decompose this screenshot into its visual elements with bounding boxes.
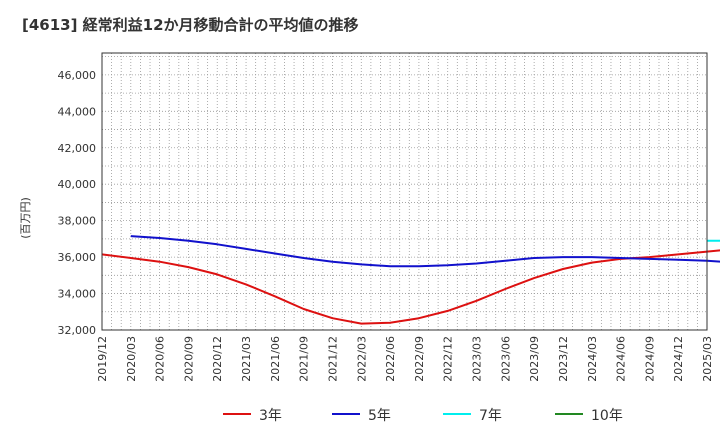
x-tick-label: 2025/03 — [701, 336, 714, 382]
y-tick-label: 36,000 — [58, 251, 97, 264]
x-tick-label: 2022/03 — [355, 336, 368, 382]
x-tick-label: 2020/06 — [154, 336, 167, 382]
chart-title: [4613] 経常利益12か月移動合計の平均値の推移 — [22, 16, 359, 34]
x-tick-label: 2024/06 — [615, 336, 628, 382]
y-tick-label: 42,000 — [58, 142, 97, 155]
x-tick-label: 2021/06 — [269, 336, 282, 382]
legend-label: 3年 — [259, 408, 282, 424]
plot-border — [101, 52, 708, 331]
x-tick-label: 2023/06 — [499, 336, 512, 382]
y-tick-label: 46,000 — [58, 69, 97, 82]
x-tick-label: 2019/12 — [96, 336, 109, 382]
x-tick-label: 2021/09 — [298, 336, 311, 382]
y-tick-label: 38,000 — [58, 215, 97, 228]
x-tick-label: 2023/12 — [557, 336, 570, 382]
x-tick-label: 2024/03 — [586, 336, 599, 382]
x-tick-label: 2021/12 — [326, 336, 339, 382]
x-tick-label: 2023/03 — [471, 336, 484, 382]
plot-area — [102, 53, 707, 330]
y-tick-label: 44,000 — [58, 105, 97, 118]
y-tick-label: 32,000 — [58, 324, 97, 337]
y-tick-label: 40,000 — [58, 178, 97, 191]
y-tick-label: 34,000 — [58, 288, 97, 301]
series-line — [707, 239, 720, 242]
legend-label: 5年 — [368, 408, 391, 424]
x-tick-label: 2023/09 — [528, 336, 541, 382]
x-tick-label: 2022/12 — [442, 336, 455, 382]
x-tick-label: 2020/09 — [182, 336, 195, 382]
x-tick-label: 2020/12 — [211, 336, 224, 382]
x-tick-label: 2024/09 — [643, 336, 656, 382]
x-tick-label: 2024/12 — [672, 336, 685, 382]
x-tick-label: 2021/03 — [240, 336, 253, 382]
x-tick-label: 2022/06 — [384, 336, 397, 382]
x-tick-label: 2020/03 — [125, 336, 138, 382]
series-line — [101, 249, 720, 325]
legend-label: 10年 — [591, 408, 623, 424]
legend-label: 7年 — [479, 408, 502, 424]
x-tick-label: 2022/09 — [413, 336, 426, 382]
